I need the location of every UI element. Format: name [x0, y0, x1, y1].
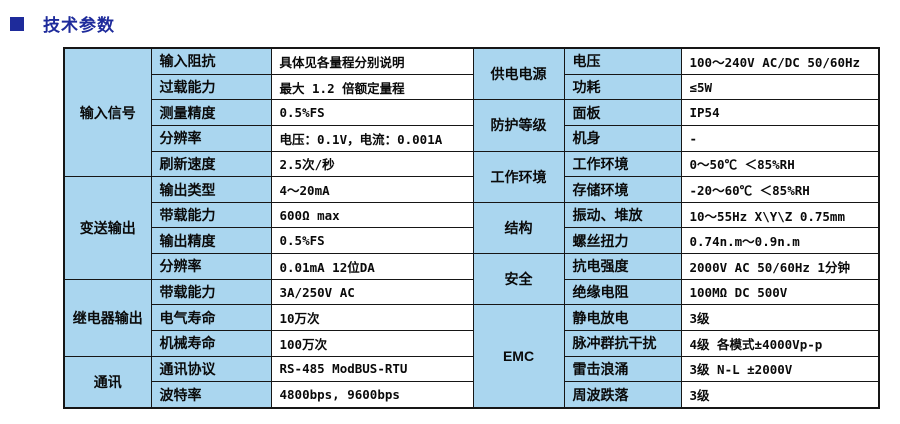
param-value-cell: 600Ω max [270, 201, 474, 229]
param-value-cell: 100MΩ DC 500V [680, 278, 880, 306]
param-label-cell: 电气寿命 [150, 304, 272, 331]
param-label-cell: 分辨率 [150, 124, 272, 152]
param-label-cell: 带载能力 [150, 201, 272, 229]
param-value-cell: 最大 1.2 倍额定量程 [270, 73, 474, 101]
section-header: 技术参数 [10, 11, 115, 36]
param-label-cell: 脉冲群抗干扰 [563, 329, 682, 357]
param-value-cell: 3级 [680, 304, 880, 331]
param-value-cell: 电压：0.1V，电流：0.001A [270, 124, 474, 152]
param-value-cell: 2.5次/秒 [270, 150, 474, 178]
param-label-cell: 输入阻抗 [150, 47, 272, 75]
param-label-cell: 绝缘电阻 [563, 278, 682, 306]
param-label-cell: 静电放电 [563, 304, 682, 331]
category-cell-right: 安全 [472, 253, 565, 306]
param-value-cell: RS-485 ModBUS-RTU [270, 355, 474, 383]
param-label-cell: 功耗 [563, 73, 682, 101]
param-value-cell: 0.01mA 12位DA [270, 253, 474, 280]
param-label-cell: 刷新速度 [150, 150, 272, 178]
param-label-cell: 带载能力 [150, 278, 272, 306]
param-label-cell: 螺丝扭力 [563, 227, 682, 255]
param-value-cell: 3级 [680, 381, 880, 409]
param-label-cell: 抗电强度 [563, 253, 682, 280]
category-cell-right: 防护等级 [472, 99, 565, 152]
param-value-cell: 100万次 [270, 329, 474, 357]
param-value-cell: 10～55Hz X\Y\Z 0.75mm [680, 201, 880, 229]
technical-parameters-table: 输入信号 输入阻抗 具体见各量程分别说明 供电电源 电压 100～240V AC/DC 5… [63, 47, 880, 409]
category-cell-left: 输入信号 [63, 47, 152, 178]
param-value-cell: - [680, 124, 880, 152]
param-value-cell: 0.5%FS [270, 227, 474, 255]
category-cell-right: 结构 [472, 201, 565, 255]
param-value-cell: 4级 各模式±4000Vp-p [680, 329, 880, 357]
section-bullet-icon [10, 16, 24, 31]
param-label-cell: 机械寿命 [150, 329, 272, 357]
param-label-cell: 工作环境 [563, 150, 682, 178]
category-cell-right: EMC [472, 304, 565, 409]
param-value-cell: 0～50℃ ＜85%RH [680, 150, 880, 178]
param-label-cell: 电压 [563, 47, 682, 75]
param-value-cell: 4～20mA [270, 176, 474, 203]
param-value-cell: ≤5W [680, 73, 880, 101]
param-label-cell: 分辨率 [150, 253, 272, 280]
param-label-cell: 雷击浪涌 [563, 355, 682, 383]
param-value-cell: 10万次 [270, 304, 474, 331]
category-cell-left: 继电器输出 [63, 278, 152, 357]
param-label-cell: 测量精度 [150, 99, 272, 126]
param-label-cell: 机身 [563, 124, 682, 152]
page-title: 技术参数 [43, 16, 115, 35]
param-label-cell: 波特率 [150, 381, 272, 409]
param-value-cell: 0.5%FS [270, 99, 474, 126]
param-value-cell: 3A/250V AC [270, 278, 474, 306]
category-cell-right: 供电电源 [472, 47, 565, 101]
param-label-cell: 存储环境 [563, 176, 682, 203]
param-value-cell: 100～240V AC/DC 50/60Hz [680, 47, 880, 75]
param-label-cell: 周波跌落 [563, 381, 682, 409]
category-cell-left: 变送输出 [63, 176, 152, 280]
param-label-cell: 振动、堆放 [563, 201, 682, 229]
param-label-cell: 通讯协议 [150, 355, 272, 383]
param-value-cell: -20～60℃ ＜85%RH [680, 176, 880, 203]
param-value-cell: 2000V AC 50/60Hz 1分钟 [680, 253, 880, 280]
param-label-cell: 过载能力 [150, 73, 272, 101]
category-cell-right: 工作环境 [472, 150, 565, 203]
param-value-cell: 4800bps, 9600bps [270, 381, 474, 409]
category-cell-left: 通讯 [63, 355, 152, 409]
param-value-cell: IP54 [680, 99, 880, 126]
param-label-cell: 输出类型 [150, 176, 272, 203]
param-value-cell: 0.74n.m～0.9n.m [680, 227, 880, 255]
param-value-cell: 具体见各量程分别说明 [270, 47, 474, 75]
param-value-cell: 3级 N-L ±2000V [680, 355, 880, 383]
param-label-cell: 输出精度 [150, 227, 272, 255]
param-label-cell: 面板 [563, 99, 682, 126]
